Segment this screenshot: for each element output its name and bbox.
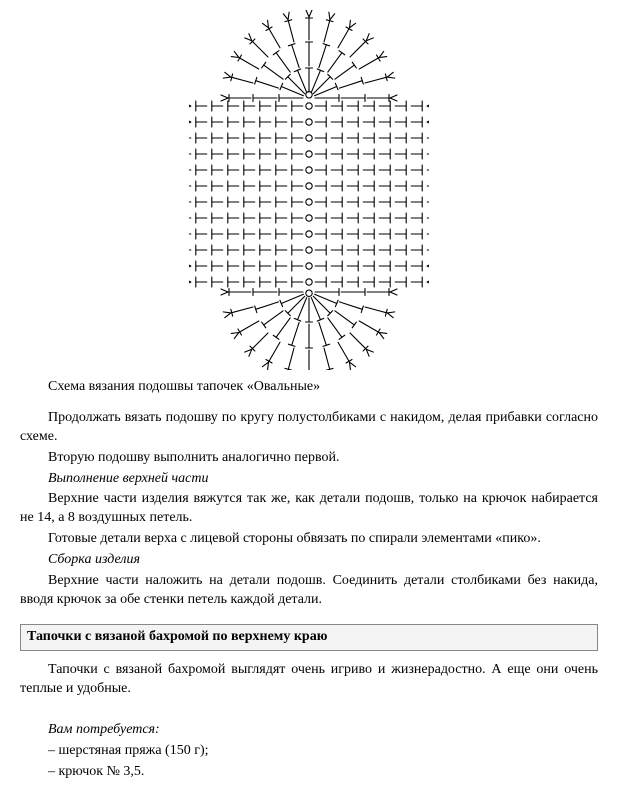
diagram-caption: Схема вязания подошвы тапочек «Овальные» <box>20 378 598 397</box>
materials-label: Вам потребуется: <box>20 721 598 740</box>
materials-yarn: – шерстяная пряжа (150 г); <box>20 742 598 761</box>
paragraph-continue: Продолжать вязать подошву по кругу полус… <box>20 409 598 447</box>
paragraph-intro: Тапочки с вязаной бахромой выглядят очен… <box>20 661 598 699</box>
paragraph-pico: Готовые детали верха с лицевой стороны о… <box>20 530 598 549</box>
blank-line <box>20 700 598 719</box>
subhead-upper: Выполнение верхней части <box>20 470 598 489</box>
materials-hook: – крючок № 3,5. <box>20 763 598 782</box>
section-heading: Тапочки с вязаной бахромой по верхнему к… <box>20 624 598 651</box>
paragraph-second-sole: Вторую подошву выполнить аналогично перв… <box>20 449 598 468</box>
subhead-assembly: Сборка изделия <box>20 551 598 570</box>
paragraph-assembly: Верхние части наложить на детали подошв.… <box>20 572 598 610</box>
paragraph-upper-detail: Верхние части изделия вяжутся так же, ка… <box>20 490 598 528</box>
crochet-diagram <box>189 10 429 370</box>
